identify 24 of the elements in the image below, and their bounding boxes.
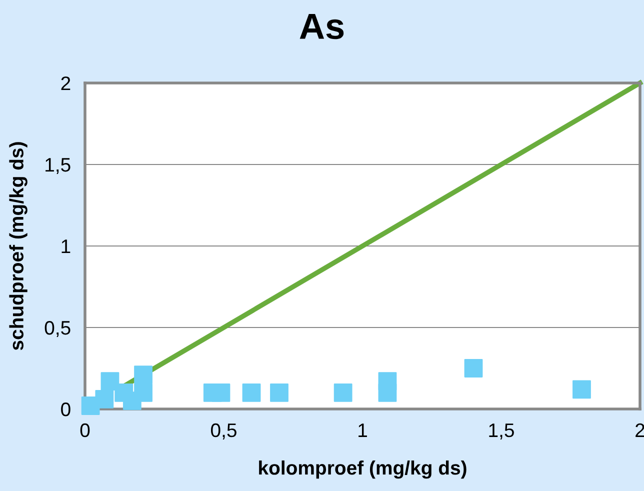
point	[100, 372, 120, 390]
point	[270, 384, 288, 402]
x-axis-title: kolomproef (mg/kg ds)	[259, 460, 466, 479]
point	[464, 359, 483, 378]
point	[212, 384, 230, 402]
y-tick-label: 1,5	[46, 158, 70, 174]
point	[242, 384, 261, 402]
y-axis-title: schudproef (mg/kg ds)	[9, 142, 28, 350]
point	[572, 380, 591, 399]
y-tick-label: 2	[61, 76, 70, 90]
point	[134, 366, 152, 384]
x-tick-label: 1	[358, 424, 367, 437]
x-tick-label: 0	[80, 423, 90, 438]
y-tick-label: 0	[61, 402, 70, 416]
chart-title: As	[300, 14, 344, 40]
x-tick-label: 1,5	[489, 424, 514, 440]
x-tick-label: 2	[636, 423, 644, 437]
y-tick-label: 0,5	[44, 320, 70, 338]
point	[378, 384, 397, 402]
x-tick-label: 0,5	[210, 423, 236, 440]
point	[334, 384, 352, 402]
y-tick-label: 1	[62, 240, 70, 254]
point	[134, 384, 152, 402]
point	[95, 390, 114, 408]
